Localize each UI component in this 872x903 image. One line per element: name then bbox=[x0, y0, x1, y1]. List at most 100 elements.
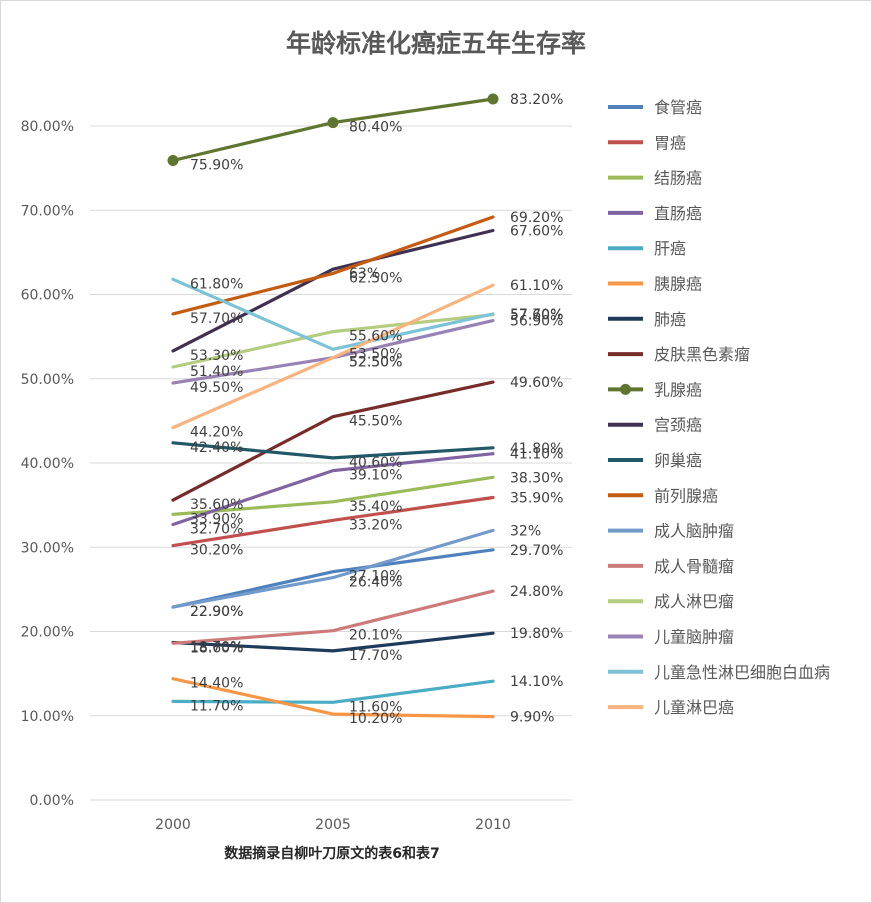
data-label: 56.90% bbox=[510, 314, 563, 330]
x-tick-label: 2005 bbox=[315, 817, 351, 833]
gridlines bbox=[90, 125, 572, 801]
data-label: 67.60% bbox=[510, 223, 563, 239]
data-label: 57.60% bbox=[510, 308, 563, 324]
y-axis-ticks: 0.00% 10.00% 20.00% 30.00% 40.00% 50.00% 60.00… bbox=[21, 119, 74, 809]
series-line bbox=[171, 452, 495, 527]
legend-label: 成人淋巴瘤 bbox=[654, 592, 734, 611]
data-label: 63% bbox=[349, 266, 380, 282]
series-line bbox=[171, 441, 495, 460]
series-line bbox=[171, 215, 495, 316]
data-label: 17.70% bbox=[349, 648, 402, 664]
legend-label: 卵巢癌 bbox=[654, 451, 702, 470]
series-line bbox=[171, 631, 495, 653]
data-label: 33.20% bbox=[349, 517, 402, 533]
data-label: 40.60% bbox=[349, 455, 402, 471]
series-line bbox=[171, 283, 495, 430]
data-label: 26.40% bbox=[349, 575, 402, 591]
data-label: 44.20% bbox=[190, 425, 243, 441]
data-label: 33.90% bbox=[190, 511, 243, 527]
legend-label: 儿童淋巴癌 bbox=[654, 698, 734, 717]
legend-label: 儿童脑肿瘤 bbox=[654, 628, 734, 647]
data-label: 42.40% bbox=[190, 440, 243, 456]
data-label: 20.10% bbox=[349, 628, 402, 644]
series-line bbox=[171, 495, 495, 548]
data-label: 39.10% bbox=[349, 468, 402, 484]
data-label: 51.40% bbox=[190, 364, 243, 380]
data-label: 55.60% bbox=[349, 329, 402, 345]
y-tick-label: 40.00% bbox=[21, 456, 74, 472]
y-tick-label: 30.00% bbox=[21, 540, 74, 556]
legend-marker bbox=[620, 383, 631, 395]
data-label: 69.20% bbox=[510, 210, 563, 226]
series-line bbox=[171, 97, 495, 163]
y-tick-label: 80.00% bbox=[21, 119, 74, 135]
data-label: 41.80% bbox=[510, 441, 563, 457]
data-label: 62.50% bbox=[349, 270, 402, 286]
data-point-marker bbox=[327, 117, 339, 129]
x-axis-ticks: 2000 2005 2010 bbox=[155, 817, 511, 833]
x-tick-label: 2000 bbox=[155, 817, 191, 833]
series-line bbox=[171, 277, 495, 351]
data-label: 27.10% bbox=[349, 569, 402, 585]
legend: 食管癌胃癌结肠癌直肠癌肝癌胰腺癌肺癌皮肤黑色素瘤乳腺癌宫颈癌卵巢癌前列腺癌成人脑… bbox=[608, 98, 830, 717]
legend-label: 结肠癌 bbox=[654, 169, 702, 188]
data-label: 22.90% bbox=[190, 604, 243, 620]
data-label: 35.90% bbox=[510, 491, 563, 507]
series-lines bbox=[167, 93, 499, 719]
data-label: 32% bbox=[510, 523, 541, 539]
data-label: 22.90% bbox=[190, 604, 243, 620]
legend-label: 胃癌 bbox=[654, 133, 686, 152]
data-label: 30.20% bbox=[190, 543, 243, 559]
y-tick-label: 70.00% bbox=[21, 203, 74, 219]
series-line bbox=[171, 677, 495, 719]
data-label: 19.80% bbox=[510, 626, 563, 642]
data-label: 53.30% bbox=[190, 348, 243, 364]
data-label: 49.60% bbox=[510, 375, 563, 391]
data-label: 53.50% bbox=[349, 346, 402, 362]
data-label: 35.60% bbox=[190, 497, 243, 513]
data-label: 11.70% bbox=[190, 698, 243, 714]
data-label: 57.70% bbox=[510, 307, 563, 323]
data-label: 11.60% bbox=[349, 699, 402, 715]
series-line bbox=[171, 380, 495, 502]
legend-label: 食管癌 bbox=[654, 98, 702, 117]
data-label: 9.90% bbox=[510, 710, 554, 726]
data-label: 24.80% bbox=[510, 584, 563, 600]
data-point-marker bbox=[167, 155, 179, 167]
data-label: 14.40% bbox=[190, 676, 243, 692]
data-label: 35.40% bbox=[349, 499, 402, 515]
legend-label: 宫颈癌 bbox=[654, 416, 702, 435]
data-label: 10.20% bbox=[349, 711, 402, 727]
legend-label: 直肠癌 bbox=[654, 204, 702, 223]
y-tick-label: 10.00% bbox=[21, 709, 74, 725]
data-label: 14.10% bbox=[510, 674, 563, 690]
data-labels: 22.90% 27.10% 29.70% 30.20% 33.20% 35.90% 33.9… bbox=[190, 92, 563, 727]
data-label: 83.20% bbox=[510, 92, 563, 108]
y-tick-label: 0.00% bbox=[30, 793, 74, 809]
data-label: 29.70% bbox=[510, 543, 563, 559]
legend-label: 肝癌 bbox=[654, 239, 686, 258]
legend-label: 成人骨髓瘤 bbox=[654, 557, 734, 576]
legend-label: 前列腺癌 bbox=[654, 486, 718, 505]
data-label: 49.50% bbox=[190, 380, 243, 396]
data-label: 75.90% bbox=[190, 158, 243, 174]
y-tick-label: 20.00% bbox=[21, 625, 74, 641]
data-label: 80.40% bbox=[349, 120, 402, 136]
data-label: 52.50% bbox=[349, 355, 402, 371]
legend-label: 儿童急性淋巴细胞白血病 bbox=[654, 663, 830, 682]
data-label: 18.60% bbox=[190, 640, 243, 656]
data-label: 41.10% bbox=[510, 447, 563, 463]
series-line bbox=[171, 313, 495, 369]
data-label: 18.70% bbox=[190, 639, 243, 655]
series-line bbox=[171, 589, 495, 645]
series-line bbox=[171, 528, 495, 609]
legend-label: 胰腺癌 bbox=[654, 275, 702, 294]
data-point-marker bbox=[487, 93, 499, 105]
series-line bbox=[171, 475, 495, 517]
series-line bbox=[171, 548, 495, 609]
x-tick-label: 2010 bbox=[475, 817, 511, 833]
data-label: 32.70% bbox=[190, 522, 243, 538]
data-label: 38.30% bbox=[510, 470, 563, 486]
y-tick-label: 50.00% bbox=[21, 372, 74, 388]
